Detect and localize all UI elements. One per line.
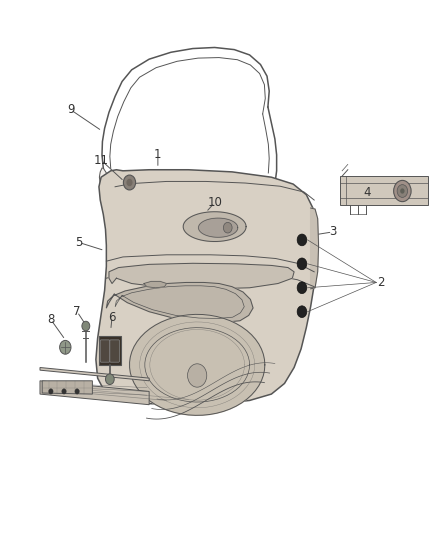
Circle shape (124, 175, 136, 190)
Circle shape (102, 178, 107, 184)
Text: 8: 8 (47, 313, 55, 326)
Text: 3: 3 (329, 225, 336, 238)
Polygon shape (130, 314, 265, 415)
Text: 6: 6 (108, 311, 116, 324)
Text: 5: 5 (76, 236, 83, 249)
Circle shape (187, 364, 207, 387)
Polygon shape (42, 381, 92, 394)
Text: 7: 7 (73, 305, 81, 318)
Polygon shape (96, 169, 317, 405)
Polygon shape (99, 336, 121, 365)
Text: 9: 9 (67, 103, 74, 116)
Circle shape (297, 306, 307, 318)
Polygon shape (109, 263, 294, 289)
Polygon shape (340, 176, 427, 205)
Polygon shape (99, 168, 111, 189)
Text: 4: 4 (364, 185, 371, 199)
Circle shape (394, 180, 411, 201)
Polygon shape (40, 368, 149, 381)
Text: 11: 11 (94, 154, 109, 167)
Circle shape (62, 389, 66, 394)
Circle shape (49, 389, 53, 394)
Polygon shape (40, 381, 149, 405)
Text: 10: 10 (207, 196, 222, 209)
Circle shape (106, 374, 114, 384)
Text: 1: 1 (154, 148, 162, 161)
Circle shape (127, 179, 133, 186)
Circle shape (397, 184, 408, 197)
Polygon shape (183, 212, 246, 241)
Polygon shape (106, 282, 253, 322)
Circle shape (297, 282, 307, 294)
Circle shape (223, 222, 232, 233)
Circle shape (400, 188, 405, 193)
Polygon shape (311, 208, 318, 289)
Text: 2: 2 (377, 276, 384, 289)
Circle shape (75, 389, 79, 394)
Polygon shape (144, 281, 166, 288)
FancyBboxPatch shape (100, 340, 110, 362)
Polygon shape (198, 218, 238, 237)
Circle shape (60, 341, 71, 354)
Circle shape (297, 234, 307, 246)
Circle shape (297, 258, 307, 270)
Circle shape (82, 321, 90, 331)
FancyBboxPatch shape (110, 340, 120, 362)
Polygon shape (271, 184, 279, 205)
